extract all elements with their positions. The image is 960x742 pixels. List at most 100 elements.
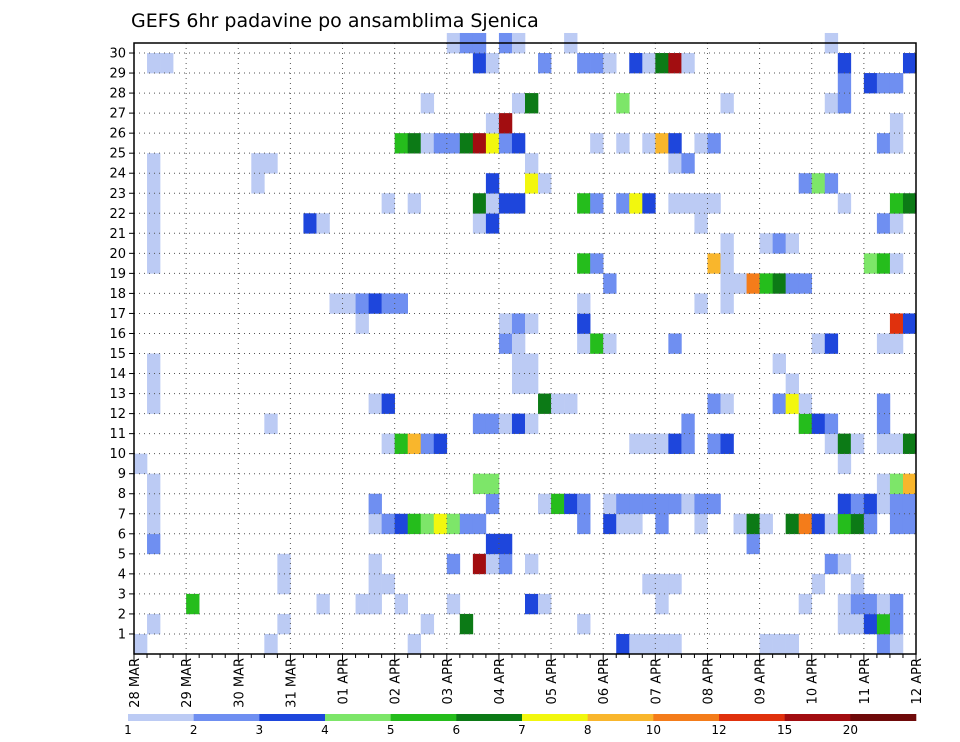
heatmap-cell <box>498 533 513 555</box>
heatmap-cell <box>485 473 500 495</box>
heatmap-cell <box>889 193 904 214</box>
heatmap-cell <box>876 333 891 354</box>
heatmap-cell <box>134 453 148 474</box>
legend-swatch <box>784 714 851 721</box>
heatmap-cell <box>420 93 435 114</box>
heatmap-cell <box>551 493 565 515</box>
chart-title: GEFS 6hr padavine po ansamblima Sjenica <box>131 10 539 32</box>
heatmap-cell <box>603 53 617 74</box>
heatmap-cell <box>902 473 917 495</box>
heatmap-cell <box>498 553 513 575</box>
heatmap-cell <box>902 493 917 515</box>
heatmap-cell <box>498 133 513 154</box>
heatmap-cell <box>889 73 904 94</box>
heatmap-cell <box>759 273 773 294</box>
legend-label: 7 <box>518 723 526 737</box>
heatmap-cell <box>147 533 161 555</box>
heatmap-cell <box>368 393 382 414</box>
heatmap-cell <box>511 333 526 354</box>
heatmap-cell <box>668 333 682 354</box>
x-tick-label: 06 APR <box>597 658 612 704</box>
heatmap-cell <box>329 293 343 314</box>
heatmap-cell <box>707 493 721 515</box>
y-tick-label: 29 <box>109 67 126 82</box>
heatmap-cell <box>668 493 682 515</box>
heatmap-cell <box>525 173 539 194</box>
heatmap-cell <box>525 593 539 615</box>
heatmap-cell <box>420 513 435 535</box>
heatmap-cell <box>902 513 917 535</box>
y-tick-label: 15 <box>109 347 126 362</box>
heatmap-cell <box>368 593 382 615</box>
heatmap-cell <box>446 593 461 615</box>
heatmap-cell <box>368 293 382 314</box>
heatmap-cell <box>485 553 500 575</box>
y-axis: 1234567891011121314151617181920212223242… <box>109 47 134 642</box>
heatmap-cell <box>772 273 786 294</box>
heatmap-cell <box>876 253 891 274</box>
heatmap-cell <box>668 53 682 74</box>
heatmap-cell <box>824 513 839 535</box>
heatmap-cell <box>746 513 760 535</box>
heatmap-cell <box>759 233 773 254</box>
heatmap-cell <box>837 453 852 474</box>
legend-swatch <box>587 714 654 721</box>
heatmap-cell <box>147 493 161 515</box>
legend-swatch <box>128 714 194 721</box>
heatmap-cell <box>707 133 721 154</box>
heatmap-cell <box>824 413 839 434</box>
heatmap-cell <box>629 633 643 655</box>
heatmap-cell <box>590 133 604 154</box>
heatmap-cell <box>811 573 826 595</box>
heatmap-cell <box>564 393 578 414</box>
heatmap-cell <box>837 593 852 615</box>
x-tick-label: 10 APR <box>806 658 821 704</box>
heatmap-cell <box>720 93 734 114</box>
heatmap-cell <box>876 393 891 414</box>
heatmap-cell <box>472 473 487 495</box>
heatmap-cell <box>381 193 395 214</box>
x-tick-label: 02 APR <box>389 658 404 704</box>
x-tick-label: 31 MAR <box>284 658 299 708</box>
heatmap-cell <box>642 573 656 595</box>
heatmap-cell <box>603 513 617 535</box>
legend-label: 6 <box>453 723 461 737</box>
legend-swatch <box>653 714 720 721</box>
heatmap-cell <box>707 393 721 414</box>
heatmap-cell <box>551 393 565 414</box>
y-tick-label: 28 <box>109 87 126 102</box>
heatmap-cell <box>642 633 656 655</box>
heatmap-cell <box>525 93 539 114</box>
heatmap-cell <box>720 393 734 414</box>
heatmap-cell <box>577 193 591 214</box>
heatmap-cell <box>538 53 552 74</box>
heatmap-cell <box>876 593 891 615</box>
heatmap-cell <box>511 93 526 114</box>
heatmap-cell <box>785 633 799 655</box>
heatmap-cell <box>485 173 500 194</box>
heatmap-cell <box>511 193 526 214</box>
heatmap-cell <box>837 73 852 94</box>
heatmap-cell <box>186 593 200 615</box>
heatmap-cell <box>772 633 786 655</box>
heatmap-cell <box>381 293 395 314</box>
heatmap-cell <box>681 193 695 214</box>
heatmap-cell <box>876 413 891 434</box>
heatmap-cell <box>538 593 552 615</box>
heatmap-cell <box>798 593 813 615</box>
color-legend: 1 2 3 4 5 6 7 8 10 12 15 20 <box>124 714 917 737</box>
heatmap-cell <box>798 513 813 535</box>
heatmap-cell <box>160 53 174 74</box>
heatmap-cell <box>368 513 382 535</box>
heatmap-cell <box>655 433 669 454</box>
heatmap-cell <box>485 493 500 515</box>
legend-label: 3 <box>256 723 264 737</box>
heatmap-cell <box>889 433 904 454</box>
heatmap-cell <box>694 213 708 234</box>
heatmap-cell <box>720 273 734 294</box>
heatmap-cell <box>407 433 422 454</box>
heatmap-cell <box>850 513 865 535</box>
heatmap-cell <box>759 633 773 655</box>
heatmap-cell <box>577 313 591 334</box>
heatmap-cell <box>811 513 826 535</box>
